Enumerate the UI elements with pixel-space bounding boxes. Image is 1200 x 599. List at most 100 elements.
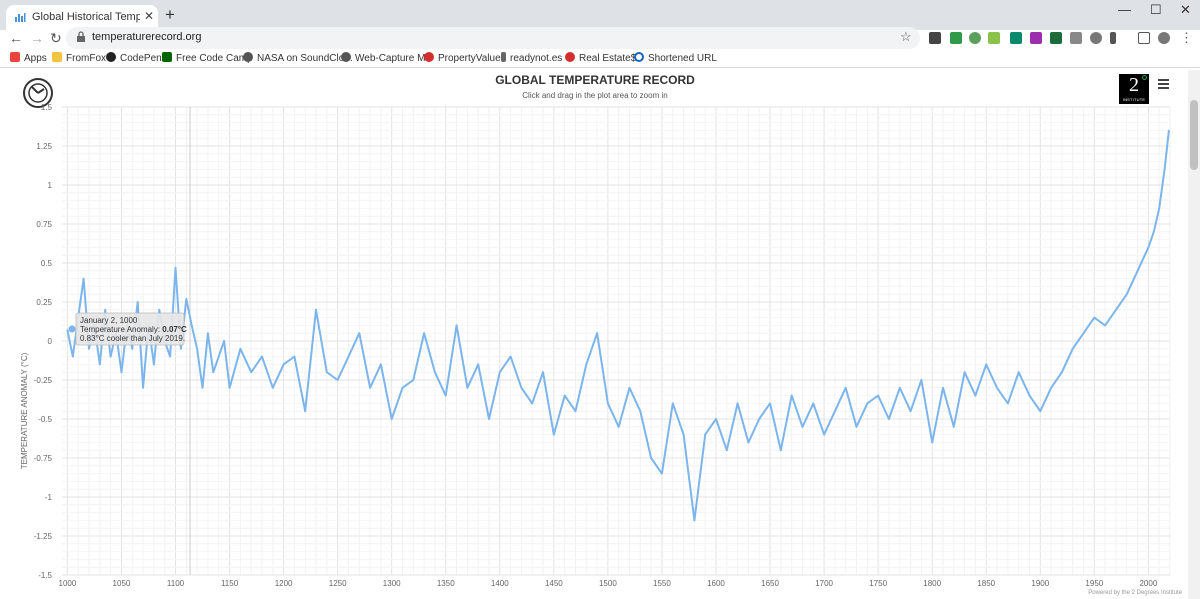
hamburger-menu-icon[interactable] xyxy=(1158,79,1169,89)
address-bar[interactable]: temperaturerecord.org ☆ xyxy=(66,27,920,49)
bookmark-webcapture[interactable]: Web-Capture Me xyxy=(341,52,431,64)
tooltip-date: January 2, 1000 xyxy=(80,316,138,325)
data-point xyxy=(444,394,447,397)
data-point xyxy=(174,266,177,269)
x-tick-label: 1000 xyxy=(59,579,77,588)
close-window-icon[interactable]: ✕ xyxy=(1180,2,1191,17)
more-menu-icon[interactable]: ⋮ xyxy=(1180,30,1193,45)
x-tick-label: 1850 xyxy=(977,579,995,588)
bookmark-codepen[interactable]: CodePen xyxy=(106,52,162,64)
freecodecamp-icon xyxy=(162,52,172,62)
data-point xyxy=(66,329,69,331)
data-point xyxy=(596,332,598,335)
new-tab-button[interactable]: + xyxy=(165,5,175,24)
maximize-icon[interactable]: ☐ xyxy=(1150,2,1162,17)
data-point xyxy=(736,402,739,405)
chart-subtitle: Click and drag in the plot area to zoom … xyxy=(522,91,667,100)
bookmark-readynot[interactable]: readynot.es xyxy=(501,52,562,64)
data-point xyxy=(780,449,782,452)
profile-avatar[interactable] xyxy=(1158,32,1170,44)
data-point xyxy=(985,363,988,366)
scroll-thumb[interactable] xyxy=(1190,100,1198,170)
download-icon[interactable] xyxy=(929,32,941,44)
data-point xyxy=(563,394,566,397)
extension-r-icon[interactable] xyxy=(1070,32,1082,44)
data-point xyxy=(1152,231,1155,233)
y-axis-ticks: -1.5 -1.25 -1 -0.75 -0.5 -0.25 0 0.25 0.5 0.75 1 1.… xyxy=(34,103,53,580)
bookmark-star-icon[interactable]: ☆ xyxy=(900,29,912,44)
browser-tab[interactable]: Global Historical Temperature Re ✕ xyxy=(6,5,158,30)
hover-marker xyxy=(68,325,76,333)
y-tick-label: 1.5 xyxy=(41,103,53,112)
x-tick-label: 2000 xyxy=(1139,579,1157,588)
extension-lambda-icon[interactable] xyxy=(1050,32,1062,44)
x-tick-label: 1350 xyxy=(437,579,455,588)
extension-j-icon[interactable] xyxy=(969,32,981,44)
apps-grid-icon xyxy=(10,52,20,62)
extension-green-icon[interactable] xyxy=(950,32,962,44)
y-tick-label: -0.75 xyxy=(34,454,53,463)
temperature-logo-icon[interactable] xyxy=(22,77,54,109)
bookmarks-bar: Apps FromFox CodePen Free Code Camp NASA… xyxy=(0,50,1200,68)
cast-icon[interactable] xyxy=(1138,32,1150,44)
data-point xyxy=(158,309,161,311)
tooltip: January 2, 1000 Temperature Anomaly: 0.0… xyxy=(75,312,187,346)
two-degrees-institute-logo[interactable]: 2 INSTITUTE xyxy=(1119,74,1149,104)
data-point xyxy=(82,277,85,280)
data-point xyxy=(1163,168,1166,171)
bookmark-freecodecamp[interactable]: Free Code Camp xyxy=(162,52,253,64)
data-point xyxy=(790,394,793,397)
data-point xyxy=(726,449,728,452)
data-point xyxy=(315,309,317,311)
y-tick-label: -1.25 xyxy=(34,532,53,541)
data-point xyxy=(271,387,274,389)
x-tick-label: 1700 xyxy=(815,579,833,588)
reload-icon[interactable]: ↻ xyxy=(50,30,62,46)
data-point xyxy=(1104,324,1106,327)
forward-icon[interactable]: → xyxy=(30,30,44,46)
data-point xyxy=(1050,387,1052,389)
bookmark-propertyvalues[interactable]: PropertyValues xyxy=(424,52,506,64)
browser-toolbar: ← → ↻ temperaturerecord.org ☆ ⋮ xyxy=(0,27,1200,49)
temperature-chart[interactable]: GLOBAL TEMPERATURE RECORD Click and drag… xyxy=(0,70,1185,599)
data-point xyxy=(650,457,652,459)
y-tick-label: 1.25 xyxy=(36,142,52,151)
tooltip-anomaly-label: Temperature Anomaly: xyxy=(80,325,162,334)
data-point xyxy=(498,371,501,374)
globe-icon xyxy=(341,52,351,62)
data-point xyxy=(909,410,912,413)
extension-globe-icon[interactable] xyxy=(1090,32,1102,44)
close-tab-icon[interactable]: ✕ xyxy=(144,9,155,23)
back-icon[interactable]: ← xyxy=(9,30,23,46)
bookmark-fromfox[interactable]: FromFox xyxy=(52,52,106,64)
x-tick-label: 1200 xyxy=(275,579,293,588)
data-point xyxy=(963,371,966,374)
tab-strip: Global Historical Temperature Re ✕ + — ☐… xyxy=(0,0,1200,30)
data-point xyxy=(801,426,804,428)
y-tick-label: 0 xyxy=(48,337,53,346)
bookmark-shortenedurl[interactable]: Shortened URL xyxy=(634,52,717,64)
page-scrollbar[interactable] xyxy=(1188,70,1200,599)
temperature-series-line[interactable] xyxy=(66,130,1170,522)
y-tick-label: 0.75 xyxy=(36,220,52,229)
extension-purple-icon[interactable] xyxy=(1030,32,1042,44)
x-tick-label: 1750 xyxy=(869,579,887,588)
data-point xyxy=(488,418,490,420)
extension-truck-icon[interactable] xyxy=(988,32,1000,44)
bookmark-nasa[interactable]: NASA on SoundClo... xyxy=(243,52,353,64)
x-tick-label: 1100 xyxy=(167,579,185,588)
data-point xyxy=(866,402,869,405)
y-tick-label: 0.5 xyxy=(41,259,53,268)
bookmark-realestate[interactable]: Real Estate$$ xyxy=(565,52,642,64)
x-tick-label: 1450 xyxy=(545,579,563,588)
bookmark-apps[interactable]: Apps xyxy=(10,52,47,64)
data-point xyxy=(217,355,220,358)
extension-shield-icon[interactable] xyxy=(1010,32,1022,44)
data-point xyxy=(671,402,674,405)
data-point xyxy=(196,348,198,350)
data-point xyxy=(304,410,307,413)
minimize-icon[interactable]: — xyxy=(1118,2,1131,17)
extension-key-icon[interactable] xyxy=(1110,32,1116,44)
tab-title: Global Historical Temperature Re xyxy=(32,11,140,23)
data-point xyxy=(823,433,825,436)
